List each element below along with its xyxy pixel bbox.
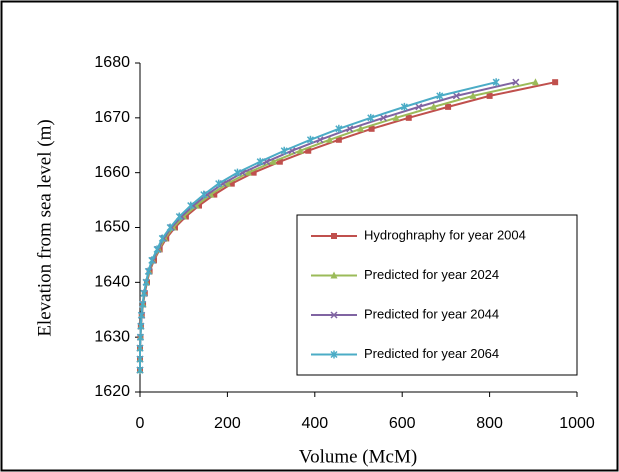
data-point — [136, 366, 144, 375]
y-tick-label: 1650 — [94, 219, 130, 236]
data-point — [469, 91, 477, 99]
y-tick-label: 1670 — [94, 109, 130, 126]
data-point — [269, 157, 277, 165]
data-point — [195, 202, 202, 209]
data-point — [492, 78, 500, 87]
legend-marker — [331, 233, 337, 239]
data-point — [452, 92, 460, 100]
data-point — [280, 146, 288, 155]
data-point — [148, 256, 156, 265]
x-tick-label: 400 — [301, 415, 328, 432]
y-tick-label: 1630 — [94, 328, 130, 345]
x-tick-label: 0 — [136, 415, 145, 432]
data-point — [335, 136, 342, 143]
data-point — [233, 168, 241, 177]
data-point — [436, 91, 444, 100]
data-point — [228, 180, 235, 187]
data-point — [531, 78, 539, 86]
data-point — [182, 213, 189, 220]
legend-marker — [330, 350, 338, 359]
data-point — [367, 113, 375, 122]
data-point — [215, 179, 223, 188]
x-tick-label: 1000 — [559, 415, 595, 432]
data-point — [200, 190, 208, 199]
data-point — [166, 223, 174, 232]
data-point — [276, 158, 283, 165]
data-point — [415, 103, 423, 111]
data-point — [486, 92, 493, 99]
x-tick-label: 600 — [389, 415, 416, 432]
data-point — [187, 201, 195, 210]
x-tick-label: 200 — [214, 415, 241, 432]
data-point — [305, 147, 312, 154]
data-point — [256, 157, 264, 166]
data-point — [140, 289, 148, 298]
data-point — [379, 114, 387, 122]
y-tick-label: 1680 — [94, 54, 130, 71]
data-point — [296, 146, 304, 154]
legend-label: Predicted for year 2044 — [364, 306, 499, 321]
data-point — [405, 114, 412, 121]
data-point — [142, 278, 150, 287]
data-point — [211, 191, 218, 198]
legend-box — [296, 214, 578, 376]
data-point — [430, 102, 438, 110]
y-tick-label: 1660 — [94, 164, 130, 181]
data-point — [137, 311, 145, 320]
data-point — [136, 333, 144, 342]
data-point — [136, 344, 144, 353]
legend-label: Predicted for year 2064 — [364, 346, 499, 361]
data-point — [250, 169, 257, 176]
data-point — [552, 79, 559, 86]
data-point — [357, 124, 365, 132]
data-point — [392, 113, 400, 121]
legend-marker — [330, 271, 338, 279]
legend-label: Hydroghraphy for year 2004 — [364, 227, 526, 242]
data-point — [144, 267, 152, 276]
data-point — [400, 102, 408, 111]
data-point — [335, 124, 343, 133]
data-point — [306, 135, 314, 144]
y-tick-label: 1620 — [94, 383, 130, 400]
data-point — [139, 300, 147, 309]
data-point — [158, 234, 166, 243]
legend-marker — [330, 311, 338, 319]
data-point — [137, 322, 145, 331]
data-point — [368, 125, 375, 132]
data-point — [153, 245, 161, 254]
data-point — [346, 125, 354, 133]
data-point — [445, 103, 452, 110]
data-point — [136, 355, 144, 364]
data-point — [512, 78, 520, 86]
y-axis-title: Elevation from sea level (m) — [34, 119, 55, 336]
y-tick-label: 1640 — [94, 274, 130, 291]
legend-label: Predicted for year 2024 — [364, 267, 499, 282]
x-axis-title: Volume (McM) — [299, 446, 417, 467]
data-point — [175, 212, 183, 221]
x-tick-label: 800 — [476, 415, 503, 432]
data-point — [223, 179, 231, 187]
data-point — [244, 168, 252, 176]
data-point — [326, 135, 334, 143]
